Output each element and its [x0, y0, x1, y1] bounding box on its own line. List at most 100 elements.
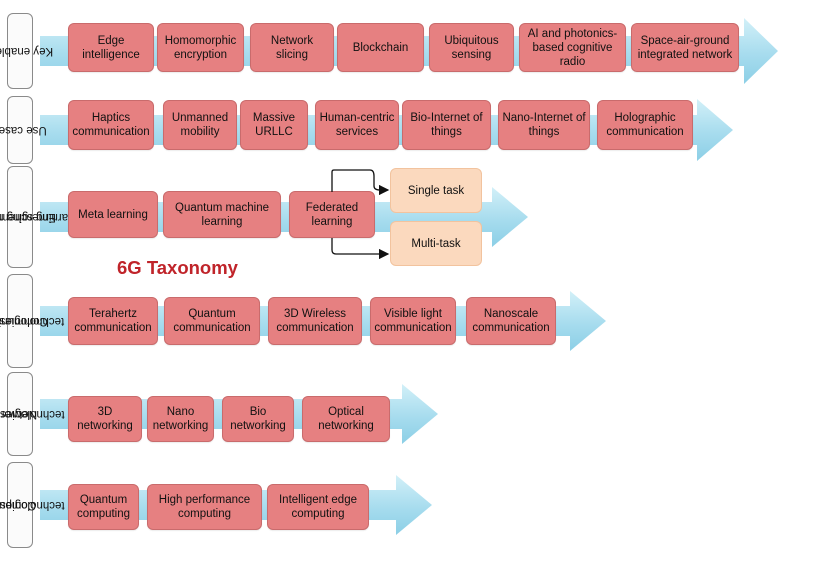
taxonomy-item-text: Bio networking — [230, 405, 286, 433]
text-line: things — [528, 126, 560, 138]
text-line: communication — [276, 322, 354, 334]
text-line: networking — [230, 420, 286, 432]
connector-arrow — [331, 238, 390, 260]
text-line: Network — [270, 34, 314, 47]
task-box: Multi-task — [390, 221, 482, 266]
text-line: URLLC — [255, 126, 293, 138]
text-line: computing — [76, 508, 131, 520]
text-line: Optical — [328, 406, 364, 418]
taxonomy-item: Nano-Internet of things — [498, 100, 590, 150]
connector-arrow — [331, 169, 390, 196]
text-line: mobility — [180, 126, 220, 138]
text-line: Nanoscale — [483, 308, 539, 320]
taxonomy-item: Edge intelligence — [68, 23, 154, 72]
taxonomy-item-text: Ubiquitous sensing — [444, 34, 498, 62]
taxonomy-item: 3D Wireless communication — [268, 297, 362, 345]
text-line: Bio-Internet of — [410, 112, 483, 124]
text-line: Nano-Internet of — [502, 112, 586, 124]
text-line: Edge — [97, 34, 125, 47]
text-line: communication — [173, 322, 251, 334]
taxonomy-item: Network slicing — [250, 23, 334, 72]
taxonomy-item-text: Unmanned mobility — [172, 111, 228, 139]
text-line: services — [335, 126, 379, 138]
taxonomy-item-text: High performance computing — [159, 493, 250, 521]
taxonomy-item: Quantum machine learning — [163, 191, 281, 238]
text-line: technologies — [0, 315, 65, 327]
text-line: Terahertz — [89, 308, 137, 320]
text-line: 3D — [97, 406, 113, 418]
taxonomy-item: Terahertz communication — [68, 297, 158, 345]
text-line: networking — [152, 420, 209, 432]
taxonomy-item: Holographic communication — [597, 100, 693, 150]
taxonomy-item-text: Blockchain — [353, 41, 409, 55]
task-box: Single task — [390, 168, 482, 213]
text-line: Haptics — [91, 112, 131, 124]
row-label: Use cases — [0, 96, 47, 164]
text-line: communication — [606, 126, 684, 138]
text-line: networking — [318, 420, 374, 432]
taxonomy-item-text: Nano-Internet of things — [502, 111, 585, 139]
taxonomy-item-text: Haptics communication — [72, 111, 149, 139]
taxonomy-item: Bio-Internet of things — [402, 100, 491, 150]
taxonomy-item-text: AI and photonics-based cognitive radio — [528, 27, 618, 69]
row-label-text: Communicationtechnologies — [0, 281, 64, 361]
text-line: technologies — [0, 408, 65, 420]
taxonomy-item-text: Holographic communication — [606, 111, 683, 139]
taxonomy-item-text: 3D Wireless communication — [276, 307, 353, 335]
taxonomy-item: Quantum computing — [68, 484, 139, 530]
taxonomy-item: Intelligent edge computing — [267, 484, 369, 530]
taxonomy-item: Homomorphic encryption — [157, 23, 244, 72]
row-label: Computingtechnologies — [0, 462, 64, 548]
taxonomy-item-text: Massive URLLC — [253, 111, 295, 139]
row-label-text: Networkingtechnologies — [0, 382, 64, 447]
text-line: Meta learning — [78, 208, 148, 221]
text-line: communication — [72, 126, 150, 138]
taxonomy-item-text: Federated learning — [306, 201, 358, 229]
text-line: Unmanned — [171, 112, 229, 124]
text-line: slicing — [276, 48, 308, 61]
taxonomy-item-text: Quantum communication — [173, 307, 250, 335]
taxonomy-item-text: Terahertz communication — [74, 307, 151, 335]
text-line: Federated — [305, 201, 359, 214]
text-line: Massive — [252, 112, 296, 124]
text-line: technologies — [0, 499, 65, 511]
taxonomy-item-text: Bio-Internet of things — [410, 111, 482, 139]
text-line: computing — [177, 508, 232, 520]
taxonomy-item: 3D networking — [68, 396, 142, 442]
taxonomy-item: High performance computing — [147, 484, 262, 530]
taxonomy-item: Optical networking — [302, 396, 390, 442]
taxonomy-item-text: Quantum computing — [77, 493, 130, 521]
taxonomy-item-text: 3D networking — [77, 405, 133, 433]
text-line: Human-centric — [319, 112, 395, 124]
text-line: learning — [311, 215, 353, 228]
taxonomy-item: Bio networking — [222, 396, 294, 442]
text-line: Blockchain — [352, 41, 409, 54]
taxonomy-item: Nano networking — [147, 396, 214, 442]
taxonomy-item-text: Visible light communication — [374, 307, 451, 335]
taxonomy-item: Space-air-ground integrated network — [631, 23, 739, 72]
text-line: Quantum — [188, 308, 236, 320]
text-line: integrated network — [637, 48, 733, 61]
text-line: Ubiquitous — [444, 34, 499, 47]
taxonomy-item: Massive URLLC — [240, 100, 308, 150]
taxonomy-item-text: Meta learning — [78, 208, 148, 222]
taxonomy-item: Federated learning — [289, 191, 375, 238]
taxonomy-item: Meta learning — [68, 191, 158, 238]
taxonomy-item-text: Space-air-ground integrated network — [638, 34, 733, 62]
text-line: Visible light — [384, 308, 442, 320]
text-line: encryption — [173, 48, 228, 61]
text-line: networking — [77, 420, 133, 432]
text-line: Space-air-ground — [640, 34, 730, 47]
text-line: based cognitive — [532, 41, 613, 54]
taxonomy-item: Haptics communication — [68, 100, 154, 150]
text-line: communication — [74, 322, 152, 334]
text-line: 3D Wireless — [284, 308, 346, 320]
diagram-title: 6G Taxonomy — [117, 257, 238, 278]
text-line: AI and photonics- — [527, 27, 618, 40]
text-line: Holographic — [614, 112, 676, 124]
taxonomy-item-text: Quantum machine learning — [175, 201, 269, 229]
taxonomy-item-text: Edge intelligence — [82, 34, 140, 62]
taxonomy-item-text: Homomorphic encryption — [165, 34, 237, 62]
